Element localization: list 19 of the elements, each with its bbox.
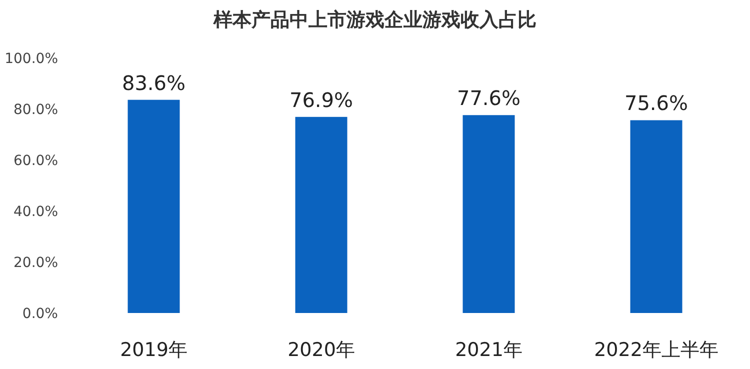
x-tick-label: 2020年 [288, 339, 355, 361]
x-tick-label: 2021年 [455, 339, 522, 361]
data-label: 76.9% [289, 88, 354, 112]
data-label: 75.6% [624, 91, 688, 116]
data-label: 83.6% [122, 70, 186, 95]
x-tick-label: 2022年上半年 [594, 339, 718, 361]
bar [128, 100, 180, 313]
chart-title: 样本产品中上市游戏企业游戏收入占比 [212, 9, 536, 31]
bar [462, 115, 515, 313]
y-tick-label: 0.0% [22, 306, 58, 322]
bar [630, 120, 682, 313]
data-label: 77.6% [456, 86, 521, 110]
y-tick-label: 100.0% [4, 51, 58, 67]
y-tick-label: 40.0% [14, 204, 58, 220]
y-tick-label: 60.0% [14, 153, 58, 169]
y-tick-label: 20.0% [14, 255, 58, 271]
x-tick-label: 2019年 [120, 339, 188, 361]
bar [295, 116, 348, 313]
y-tick-label: 80.0% [14, 102, 58, 118]
